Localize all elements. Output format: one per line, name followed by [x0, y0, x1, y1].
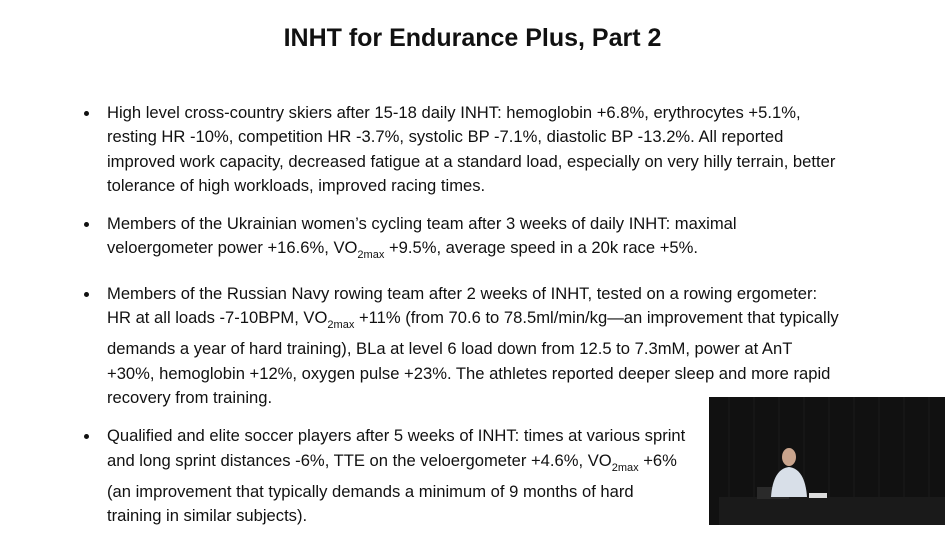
table — [719, 497, 945, 525]
subscript: 2max — [611, 461, 639, 474]
bullet-text: +11% (from 70.6 to 78.5ml/min/kg—an impr… — [107, 308, 839, 407]
slide: {"title": "INHT for Endurance Plus, Part… — [84, 24, 945, 526]
slide-title: INHT for Endurance Plus, Part 2 — [283, 24, 662, 52]
bullet-text: Qualified and elite soccer players after… — [107, 426, 686, 470]
speaker-head — [782, 448, 796, 466]
bullet-text: +9.5%, average speed in a 20k race +5%. — [384, 238, 698, 258]
bullet-list: High level cross-country skiers after 15… — [84, 101, 842, 542]
papers — [809, 493, 827, 498]
bullet-text: Members of the Ukrainian women’s cycling… — [107, 214, 737, 258]
bullet-text: Members of the Russian Navy rowing team … — [107, 283, 818, 328]
bullet-text: High level cross-country skiers after 15… — [107, 103, 836, 195]
bullet-item: Members of the Russian Navy rowing team … — [84, 282, 842, 410]
speaker-video — [709, 397, 945, 525]
bullet-item: High level cross-country skiers after 15… — [84, 101, 842, 198]
bullet-item: Qualified and elite soccer players after… — [84, 424, 687, 528]
bullet-text: +6% (an improvement that typically deman… — [107, 450, 677, 526]
subscript: 2max — [327, 319, 355, 332]
subscript: 2max — [357, 249, 385, 262]
bullet-item: Members of the Ukrainian women’s cycling… — [84, 212, 842, 268]
speaker-body — [771, 467, 807, 497]
